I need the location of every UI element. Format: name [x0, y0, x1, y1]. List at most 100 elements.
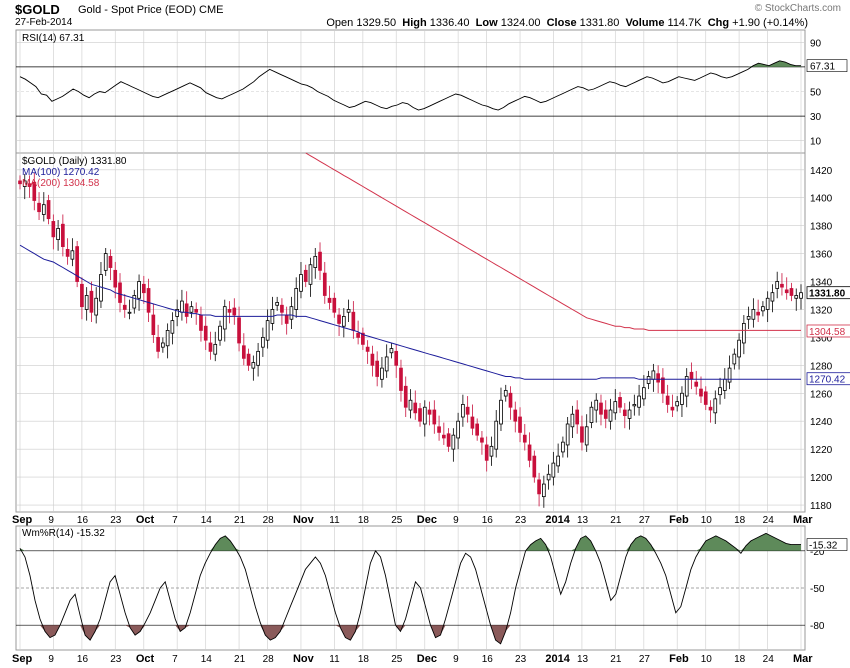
candle-body: [599, 402, 603, 415]
candle-body: [218, 325, 222, 341]
candle-body: [37, 202, 41, 213]
candle-body: [513, 409, 518, 422]
candle-body: [708, 406, 713, 411]
x-tick-label: 23: [110, 654, 122, 665]
candle-body: [642, 387, 646, 400]
candle-body: [380, 367, 384, 380]
candle-body: [594, 399, 599, 411]
high-label: High: [402, 17, 427, 29]
stockcharts-watermark: © StockCharts.com: [754, 3, 841, 14]
candle-body: [184, 303, 189, 317]
x-tick-label: Sep: [12, 653, 32, 665]
candle-body: [699, 388, 703, 397]
candle-body: [261, 336, 265, 348]
candle-body: [94, 297, 99, 316]
price-tick-label: 1380: [810, 222, 833, 233]
wr-last-value-box: [806, 538, 848, 551]
close-value: 1331.80: [579, 17, 620, 29]
price-legend: $GOLD (Daily) 1331.80: [22, 156, 127, 167]
x-tick-label: Sep: [12, 514, 32, 526]
candle-body: [227, 309, 232, 313]
price-tick-label: 1360: [810, 250, 833, 261]
candle-body: [727, 367, 732, 383]
candle-body: [146, 288, 151, 313]
candle-body: [556, 455, 560, 467]
rsi-tick-label: 30: [810, 112, 822, 123]
candle-body: [680, 392, 684, 405]
x-tick-label: 16: [77, 515, 89, 526]
candle-body: [637, 395, 641, 408]
x-tick-label: 18: [734, 515, 746, 526]
price-tick-label: 1260: [810, 389, 833, 400]
rsi-tick-label: 50: [810, 88, 822, 99]
candle-body: [251, 362, 256, 369]
x-tick-label: Dec: [417, 653, 437, 665]
candle-body: [508, 392, 513, 408]
candle-body: [41, 204, 46, 215]
candle-body: [518, 416, 522, 433]
ma100-last-value: 1270.42: [809, 375, 846, 386]
x-tick-label: 23: [515, 654, 527, 665]
open-value: 1329.50: [356, 17, 397, 29]
x-tick-label: 9: [453, 515, 459, 526]
candle-body: [661, 377, 665, 394]
candle-body: [361, 332, 365, 345]
close-last-value: 1331.80: [809, 289, 846, 300]
x-tick-label: 18: [358, 654, 370, 665]
candle-body: [432, 409, 437, 425]
candle-body: [170, 320, 175, 334]
close-label: Close: [546, 17, 577, 29]
x-tick-label: 16: [482, 515, 494, 526]
candle-body: [789, 288, 794, 296]
ma100-last-value-box: [806, 372, 850, 386]
candle-body: [608, 409, 613, 422]
candle-body: [203, 325, 208, 341]
candle-body: [103, 253, 108, 271]
candle-body: [775, 281, 780, 289]
volume-value: 114.7K: [667, 17, 702, 29]
candle-body: [675, 401, 680, 407]
candle-body: [437, 426, 441, 433]
candle-body: [246, 353, 251, 366]
price-tick-label: 1200: [810, 473, 833, 484]
candle-body: [332, 297, 337, 313]
price-tick-label: 1420: [810, 166, 833, 177]
candle-body: [194, 309, 199, 313]
candle-body: [551, 462, 556, 478]
wr-last-value: -15.32: [809, 541, 838, 552]
candle-body: [51, 221, 56, 238]
candle-body: [122, 304, 127, 310]
candle-body: [22, 180, 27, 187]
candle-body: [561, 441, 565, 453]
wr-tick-label: -20: [810, 547, 825, 558]
candle-body: [337, 314, 341, 324]
candle-body: [280, 304, 284, 313]
x-tick-label: Feb: [669, 653, 689, 665]
candle-body: [232, 307, 237, 316]
candle-body: [665, 395, 670, 405]
panel-frame-price: [15, 152, 806, 513]
candle-body: [746, 316, 751, 320]
x-tick-label: 28: [263, 654, 275, 665]
candle-body: [351, 311, 356, 331]
candle-body: [389, 348, 394, 354]
candle-body: [475, 423, 480, 436]
rsi-tick-label: 10: [810, 137, 822, 148]
candle-body: [799, 292, 803, 299]
candle-body: [737, 339, 741, 358]
x-tick-label: 11: [329, 515, 340, 526]
x-tick-label: Nov: [293, 653, 315, 665]
candle-body: [632, 404, 637, 407]
candle-body: [480, 437, 484, 443]
x-tick-label: Oct: [136, 653, 155, 665]
close-last-value-box: [806, 286, 850, 300]
x-tick-label: 16: [482, 654, 494, 665]
candle-body: [646, 376, 651, 384]
candle-body: [656, 373, 660, 383]
candle-body: [208, 342, 213, 352]
candle-body: [137, 281, 141, 299]
candle-body: [275, 302, 279, 306]
x-tick-label: 27: [639, 515, 651, 526]
candle-body: [303, 269, 308, 282]
candle-body: [427, 409, 432, 415]
